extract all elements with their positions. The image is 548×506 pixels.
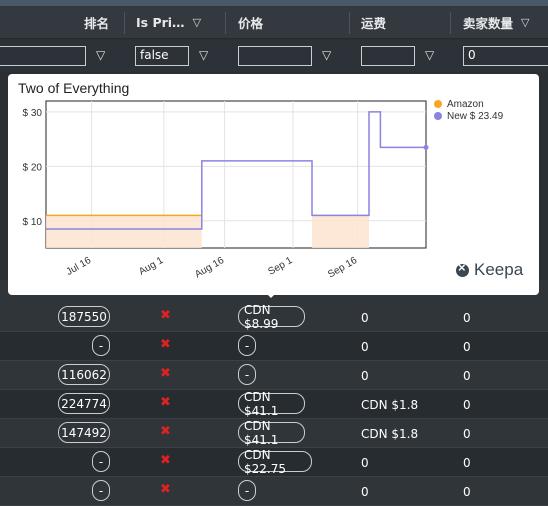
rank-value: 224774 bbox=[58, 393, 110, 414]
y-tick-label: $ 10 bbox=[23, 217, 43, 228]
filter-row: ▽ false ▽ ▽ ▽ 0 bbox=[0, 40, 548, 72]
table-header: 排名 Is Pri… ▽ 价格 运费 卖家数量 ▽ bbox=[0, 6, 548, 39]
y-tick-label: $ 20 bbox=[23, 162, 43, 173]
filter-icon[interactable]: ▽ bbox=[425, 48, 435, 62]
price-value: CDN $41.1 bbox=[238, 390, 305, 418]
sellers-value: 0 bbox=[463, 368, 471, 383]
column-separator[interactable] bbox=[450, 12, 451, 34]
price-value: - bbox=[238, 480, 256, 501]
sellers-value: 0 bbox=[463, 397, 471, 412]
x-tick-label: Sep 16 bbox=[326, 255, 359, 281]
keepa-logo[interactable]: Keepa bbox=[456, 260, 523, 280]
sellers-filter-input[interactable]: 0 bbox=[463, 46, 548, 66]
legend-new[interactable]: New $ 23.49 bbox=[434, 110, 503, 122]
rank-filter-input[interactable] bbox=[0, 46, 86, 66]
sellers-value: 0 bbox=[463, 426, 471, 441]
top-strip bbox=[0, 0, 548, 6]
table-row[interactable]: - ✖ - 0 0 bbox=[0, 477, 548, 506]
price-chart: $ 10 $ 20 $ 30 Jul 16 Aug 1 Aug 16 Sep 1 Sep 16 bbox=[23, 100, 429, 281]
new-dot-icon bbox=[434, 112, 442, 120]
x-icon: ✖ bbox=[160, 366, 171, 381]
rank-value: 187550 bbox=[58, 306, 110, 327]
header-sellers[interactable]: 卖家数量 ▽ bbox=[463, 16, 530, 31]
new-price-line bbox=[46, 111, 426, 230]
header-shipping[interactable]: 运费 bbox=[361, 16, 387, 31]
table-row[interactable]: - ✖ - 0 0 bbox=[0, 332, 548, 361]
header-rank[interactable]: 排名 bbox=[84, 16, 110, 31]
rank-value: - bbox=[92, 335, 110, 356]
chart-title: Two of Everything bbox=[18, 80, 130, 96]
x-icon: ✖ bbox=[160, 482, 171, 497]
filter-icon[interactable]: ▽ bbox=[199, 48, 209, 62]
rank-value: - bbox=[92, 451, 110, 472]
column-separator[interactable] bbox=[349, 12, 350, 34]
table-row[interactable]: 187550 ✖ CDN $8.99 0 0 bbox=[0, 303, 548, 332]
x-icon: ✖ bbox=[160, 337, 171, 352]
sellers-value: 0 bbox=[463, 484, 471, 499]
amazon-dot-icon bbox=[434, 100, 442, 108]
amazon-area bbox=[46, 215, 202, 248]
price-value: CDN $8.99 bbox=[238, 303, 305, 331]
price-filter-input[interactable] bbox=[238, 46, 312, 66]
shipping-value: 0 bbox=[361, 484, 369, 499]
header-isprime[interactable]: Is Pri… ▽ bbox=[136, 15, 202, 30]
table-row[interactable]: 147492 ✖ CDN $41.1 CDN $1.8 0 bbox=[0, 419, 548, 448]
x-tick-label: Aug 1 bbox=[137, 255, 166, 278]
rank-value: - bbox=[92, 480, 110, 501]
rank-value: 116062 bbox=[58, 364, 110, 385]
shipping-value: 0 bbox=[361, 339, 369, 354]
new-price-endpoint bbox=[423, 144, 429, 150]
x-tick-label: Sep 1 bbox=[266, 255, 295, 278]
header-price[interactable]: 价格 bbox=[238, 16, 264, 31]
price-history-popup: Two of Everything $ 10 $ 20 $ 30 Jul 16 Aug … bbox=[8, 74, 539, 295]
isprime-filter-input[interactable]: false bbox=[135, 46, 189, 66]
filter-icon[interactable]: ▽ bbox=[322, 48, 332, 62]
shipping-value: 0 bbox=[361, 368, 369, 383]
column-separator[interactable] bbox=[124, 12, 125, 34]
table-row[interactable]: 116062 ✖ - 0 0 bbox=[0, 361, 548, 390]
sellers-value: 0 bbox=[463, 455, 471, 470]
shipping-value: 0 bbox=[361, 455, 369, 470]
shipping-filter-input[interactable] bbox=[361, 46, 415, 66]
chart-legend: Amazon New $ 23.49 bbox=[434, 98, 503, 122]
filter-icon[interactable]: ▽ bbox=[192, 16, 202, 29]
popup-pointer bbox=[264, 291, 278, 298]
x-tick-label: Jul 16 bbox=[64, 255, 93, 278]
column-separator[interactable] bbox=[225, 12, 226, 34]
price-value: - bbox=[238, 335, 256, 356]
x-icon: ✖ bbox=[160, 395, 171, 410]
shipping-value: CDN $1.8 bbox=[361, 397, 419, 412]
price-value: CDN $22.75 bbox=[238, 448, 312, 476]
shipping-value: 0 bbox=[361, 310, 369, 325]
y-tick-label: $ 30 bbox=[23, 108, 43, 119]
x-icon: ✖ bbox=[160, 453, 171, 468]
price-value: - bbox=[238, 364, 256, 385]
table-row[interactable]: - ✖ CDN $22.75 0 0 bbox=[0, 448, 548, 477]
price-value: CDN $41.1 bbox=[238, 419, 305, 447]
sellers-value: 0 bbox=[463, 310, 471, 325]
x-tick-label: Aug 16 bbox=[193, 255, 226, 281]
filter-icon[interactable]: ▽ bbox=[521, 16, 530, 29]
x-icon: ✖ bbox=[160, 308, 171, 323]
shipping-value: CDN $1.8 bbox=[361, 426, 419, 441]
filter-icon[interactable]: ▽ bbox=[96, 48, 106, 62]
x-icon: ✖ bbox=[160, 424, 171, 439]
rank-value: 147492 bbox=[58, 422, 110, 443]
legend-amazon[interactable]: Amazon bbox=[434, 98, 503, 110]
amazon-area bbox=[312, 215, 369, 248]
sellers-value: 0 bbox=[463, 339, 471, 354]
keepa-icon bbox=[456, 260, 469, 277]
table-row[interactable]: 224774 ✖ CDN $41.1 CDN $1.8 0 bbox=[0, 390, 548, 419]
